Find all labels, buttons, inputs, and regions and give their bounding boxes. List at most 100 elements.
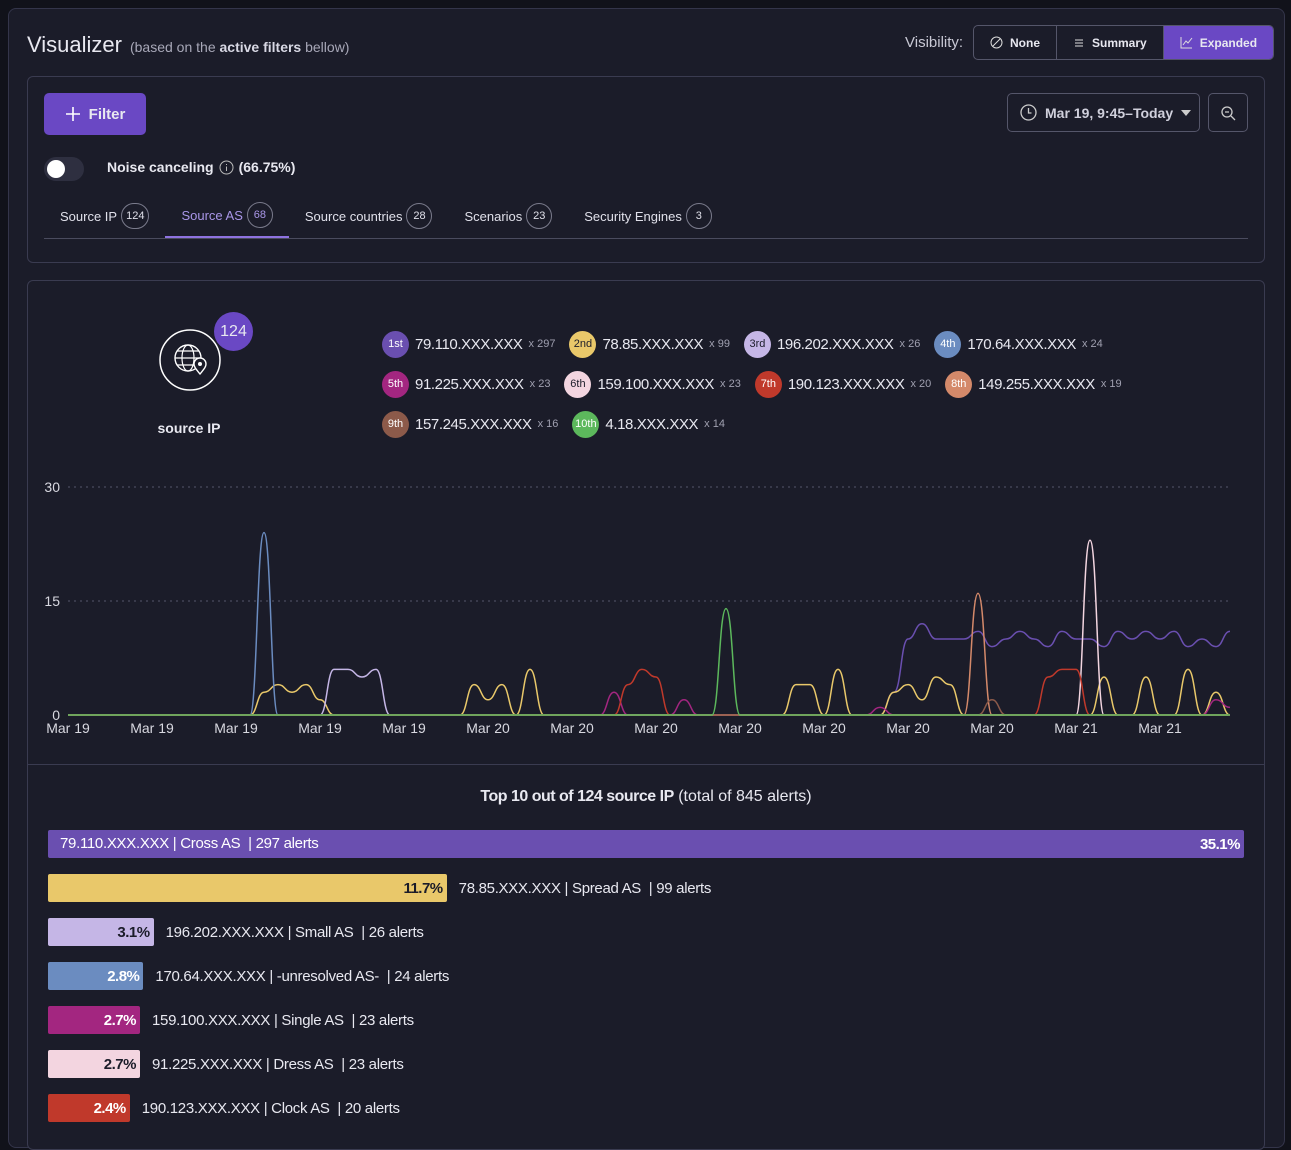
bar-row: 2.7%91.225.XXX.XXX | Dress AS | 23 alert…: [48, 1050, 404, 1078]
y-tick-label: 30: [44, 479, 60, 495]
visibility-label: Visibility:: [905, 34, 963, 51]
legend-item: 3rd196.202.XXX.XXXx 26: [744, 330, 920, 358]
header: Visualizer (based on the active filters …: [27, 32, 349, 58]
tab-label: Source countries: [305, 209, 403, 224]
bar-label: 190.123.XXX.XXX | Clock AS | 20 alerts: [142, 1100, 400, 1117]
info-icon[interactable]: [219, 160, 234, 175]
tab-count: 28: [406, 203, 432, 229]
legend-total: x 297: [529, 338, 556, 350]
tab[interactable]: Source AS68: [165, 194, 288, 238]
series-line: [68, 624, 1230, 715]
tab-label: Security Engines: [584, 209, 682, 224]
bar: 35.1%79.110.XXX.XXX | Cross AS | 297 ale…: [48, 830, 1244, 858]
tab[interactable]: Security Engines3: [568, 194, 728, 238]
legend-item: 8th149.255.XXX.XXXx 19: [945, 370, 1121, 398]
tab[interactable]: Source IP 124: [44, 194, 165, 238]
rank-badge: 7th: [755, 371, 782, 398]
legend-name: 4.18.XXX.XXX: [605, 416, 698, 433]
series-line: [68, 669, 1230, 715]
visibility-button[interactable]: Summary: [1057, 26, 1164, 59]
legend-total: x 16: [538, 418, 559, 430]
legend-total: x 14: [704, 418, 725, 430]
bar-value: 2.7%: [104, 1056, 136, 1073]
bar: 2.7%: [48, 1050, 140, 1078]
bar-row: 2.4% 190.123.XXX.XXX | Clock AS | 20 aler…: [48, 1094, 400, 1122]
x-tick-label: Mar 20: [970, 720, 1014, 736]
noise-toggle[interactable]: [44, 157, 84, 181]
bar-label: 78.85.XXX.XXX | Spread AS | 99 alerts: [459, 880, 711, 897]
legend-item: 5th91.225.XXX.XXXx 23: [382, 370, 550, 398]
x-tick-label: Mar 20: [802, 720, 846, 736]
visibility-button[interactable]: None: [974, 26, 1057, 59]
tab[interactable]: Source countries28: [289, 194, 449, 238]
toggle-knob: [47, 160, 65, 178]
bar-label: 79.110.XXX.XXX | Cross AS | 297 alerts: [60, 835, 318, 852]
rank-badge: 4th: [934, 331, 961, 358]
visibility-toggle: None Summary Expanded: [973, 25, 1274, 60]
series-line: [68, 669, 1230, 715]
legend-total: x 24: [1082, 338, 1103, 350]
bar-value: 2.8%: [107, 968, 139, 985]
filter-button[interactable]: Filter: [44, 93, 146, 135]
legend: 1st79.110.XXX.XXXx 2972nd78.85.XXX.XXXx …: [382, 330, 1142, 438]
legend-item: 4th170.64.XXX.XXXx 24: [934, 330, 1102, 358]
time-range-label: Mar 19, 9:45–Today: [1045, 105, 1173, 121]
tab-label: Source IP: [60, 209, 117, 224]
legend-item: 7th 190.123.XXX.XXX x 20: [755, 370, 931, 398]
tab-count: 23: [526, 203, 552, 229]
icon: [1073, 37, 1085, 49]
button-label: Summary: [1092, 36, 1147, 50]
bar-value: 2.4%: [94, 1100, 126, 1117]
tab-label: Scenarios: [464, 209, 522, 224]
tab-count: 68: [247, 202, 273, 228]
note-bold: active filters: [220, 39, 302, 55]
button-label: Expanded: [1200, 36, 1257, 50]
legend-item: 10th 4.18.XXX.XXX x 14: [572, 410, 725, 438]
time-range[interactable]: Mar 19, 9:45–Today: [1007, 93, 1200, 132]
rank-badge: 6th: [564, 371, 591, 398]
legend-item: 2nd78.85.XXX.XXXx 99: [569, 330, 730, 358]
x-tick-label: Mar 21: [1138, 720, 1182, 736]
legend-item: 6th159.100.XXX.XXXx 23: [564, 370, 740, 398]
rank-badge: 3rd: [744, 331, 771, 358]
legend-total: x 23: [720, 378, 741, 390]
bar-label: 170.64.XXX.XXX | -unresolved AS- | 24 al…: [155, 968, 449, 985]
legend-total: x 20: [910, 378, 931, 390]
y-tick-label: 15: [44, 593, 60, 609]
legend-name: 157.245.XXX.XXX: [415, 416, 532, 433]
bar-label: 159.100.XXX.XXX | Single AS | 23 alerts: [152, 1012, 414, 1029]
tab[interactable]: Scenarios 23: [448, 194, 568, 238]
bar-label: 196.202.XXX.XXX | Small AS | 26 alerts: [166, 924, 424, 941]
bar-row: 2.7%159.100.XXX.XXX | Single AS | 23 ale…: [48, 1006, 414, 1034]
legend-name: 79.110.XXX.XXX: [415, 336, 523, 353]
bar-title: Top 10 out of 124 source IP (total of 84…: [28, 788, 1264, 806]
legend-name: 78.85.XXX.XXX: [602, 336, 703, 353]
series-line: [68, 692, 1230, 715]
button-label: Filter: [89, 106, 126, 123]
icon: [1180, 36, 1193, 49]
line-chart: 01530Mar 19Mar 19Mar 19Mar 19Mar 19Mar 2…: [28, 440, 1264, 750]
legend-total: x 99: [709, 338, 730, 350]
legend-name: 149.255.XXX.XXX: [978, 376, 1095, 393]
globe-icon: [158, 328, 222, 392]
legend-name: 190.123.XXX.XXX: [788, 376, 905, 393]
x-tick-label: Mar 19: [130, 720, 174, 736]
icon: [1181, 110, 1191, 116]
series-line: [68, 669, 1230, 715]
legend-item: 9th157.245.XXX.XXXx 16: [382, 410, 558, 438]
zoom-button[interactable]: [1208, 93, 1248, 132]
title: Visualizer: [27, 32, 122, 58]
x-tick-label: Mar 19: [382, 720, 426, 736]
tab-count: 124: [121, 203, 149, 229]
rank-badge: 10th: [572, 411, 599, 438]
legend-total: x 19: [1101, 378, 1122, 390]
series-line: [68, 609, 1230, 715]
bar-value: 11.7%: [403, 880, 442, 897]
rank-badge: 1st: [382, 331, 409, 358]
noise-value: (66.75%): [239, 159, 296, 175]
visibility-button[interactable]: Expanded: [1164, 26, 1273, 59]
icon: [1220, 105, 1236, 121]
x-tick-label: Mar 20: [634, 720, 678, 736]
legend-total: x 23: [530, 378, 551, 390]
